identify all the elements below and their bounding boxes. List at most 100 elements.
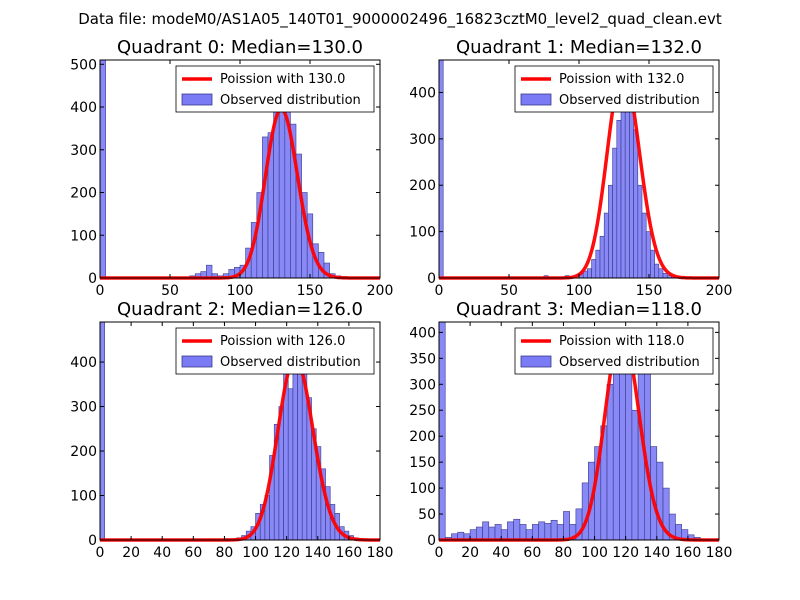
y-tick-label: 150 xyxy=(409,455,436,471)
y-tick-label: 300 xyxy=(70,143,97,159)
y-tick-label: 500 xyxy=(70,57,97,73)
x-tick-label: 20 xyxy=(461,545,479,561)
axes-frame xyxy=(99,321,381,541)
x-tick-label: 20 xyxy=(122,545,140,561)
axes-frame xyxy=(438,321,720,541)
x-tick-label: 150 xyxy=(297,283,324,299)
panel-quadrant-3: 0 20 40 60 80 100 120 140 160 1800501001502002503… xyxy=(409,299,732,561)
legend: Poission with 132.0 Observed distribution xyxy=(514,65,714,113)
y-tick-label: 200 xyxy=(70,444,97,460)
histogram-bar xyxy=(494,524,502,541)
y-tick-label: 100 xyxy=(409,481,436,497)
legend-bar-label: Observed distribution xyxy=(220,93,361,108)
histogram-bar xyxy=(482,521,490,541)
panel-title: Quadrant 0: Median=130.0 xyxy=(117,37,363,58)
legend-bar-label: Observed distribution xyxy=(559,355,700,370)
histogram-bar xyxy=(603,212,609,279)
histogram-bar xyxy=(645,231,651,279)
legend-bar-label: Observed distribution xyxy=(220,355,361,370)
histogram-bar xyxy=(556,524,564,541)
legend-bar-swatch xyxy=(181,93,213,106)
y-tick-label: 300 xyxy=(409,377,436,393)
histogram-bar xyxy=(513,518,521,541)
legend: Poission with 130.0 Observed distribution xyxy=(175,65,375,113)
histogram-bar xyxy=(654,263,660,279)
x-tick-label: 50 xyxy=(161,283,179,299)
histogram-bar xyxy=(438,321,446,541)
panel-quadrant-2: 0 20 40 60 80 100 120 140 160 1800100200300400Qua… xyxy=(70,299,393,561)
histogram-bar xyxy=(599,235,605,279)
y-tick-label: 400 xyxy=(70,100,97,116)
histogram-bar xyxy=(206,264,213,279)
legend-bar-swatch xyxy=(520,355,552,368)
x-tick-label: 140 xyxy=(304,545,331,561)
legend-bar-swatch xyxy=(181,355,213,368)
histogram-bar xyxy=(287,388,294,541)
histogram-bar xyxy=(658,268,664,279)
x-tick-label: 60 xyxy=(523,545,541,561)
x-tick-label: 0 xyxy=(435,545,444,561)
histogram-bar xyxy=(641,212,647,279)
legend-line-label: Poission with 130.0 xyxy=(220,72,345,87)
histogram-bar xyxy=(633,129,639,279)
histogram-bar xyxy=(612,368,620,541)
histogram-bar xyxy=(488,526,496,541)
histogram-bar xyxy=(587,268,592,279)
panel-quadrant-1: 0 50 100 150 200 0 100 200 300 400 Quadrant 1: Med… xyxy=(409,37,732,299)
x-tick-label: 160 xyxy=(336,545,363,561)
x-tick-label: 50 xyxy=(500,283,518,299)
y-tick-label: 0 xyxy=(427,533,436,549)
histogram-bar xyxy=(620,96,626,279)
legend-line-label: Poission with 118.0 xyxy=(559,334,684,349)
histogram-bar xyxy=(550,519,558,541)
histogram-bar xyxy=(292,352,298,541)
panel-title: Quadrant 1: Median=132.0 xyxy=(456,37,702,58)
legend: Poission with 118.0 Observed distribution xyxy=(514,327,714,375)
histogram-bar xyxy=(563,511,570,541)
x-tick-label: 120 xyxy=(273,545,300,561)
histogram-bar xyxy=(595,249,601,279)
histogram-bar xyxy=(297,352,303,541)
y-tick-label: 300 xyxy=(409,132,436,148)
histogram-bar xyxy=(629,110,634,279)
x-tick-label: 40 xyxy=(153,545,171,561)
legend-line-label: Poission with 126.0 xyxy=(220,334,345,349)
legend-line-label: Poission with 132.0 xyxy=(559,72,684,87)
histogram-bar xyxy=(606,383,614,541)
y-tick-label: 0 xyxy=(88,533,97,549)
x-tick-label: 0 xyxy=(96,283,105,299)
x-tick-label: 100 xyxy=(581,545,608,561)
y-tick-label: 250 xyxy=(409,403,436,419)
y-tick-label: 400 xyxy=(409,85,436,101)
x-tick-label: 80 xyxy=(555,545,573,561)
x-tick-label: 0 xyxy=(96,545,105,561)
histogram-bar xyxy=(608,184,613,279)
figure-suptitle: Data file: modeM0/AS1A05_140T01_90000024… xyxy=(78,10,722,29)
histogram-bar xyxy=(612,147,618,279)
histogram-bar xyxy=(99,321,105,541)
y-tick-label: 100 xyxy=(409,225,436,241)
histogram-bar xyxy=(532,524,539,541)
x-tick-label: 160 xyxy=(675,545,702,561)
x-tick-label: 120 xyxy=(612,545,639,561)
y-tick-label: 200 xyxy=(409,178,436,194)
histogram-bar xyxy=(637,184,643,279)
x-tick-label: 200 xyxy=(706,283,733,299)
histogram-bar xyxy=(519,524,527,541)
histogram-bar xyxy=(650,249,655,279)
y-tick-label: 400 xyxy=(409,325,436,341)
legend-bar-swatch xyxy=(520,93,552,106)
y-tick-label: 0 xyxy=(88,271,97,287)
histogram-bar xyxy=(99,59,106,279)
y-tick-label: 300 xyxy=(70,400,97,416)
x-tick-label: 40 xyxy=(492,545,510,561)
y-tick-label: 350 xyxy=(409,351,436,367)
x-tick-label: 60 xyxy=(184,545,202,561)
histogram-bar xyxy=(544,523,552,541)
legend: Poission with 126.0 Observed distribution xyxy=(175,327,375,375)
histogram-bar xyxy=(476,526,483,541)
y-tick-label: 100 xyxy=(70,489,97,505)
x-tick-label: 150 xyxy=(636,283,663,299)
